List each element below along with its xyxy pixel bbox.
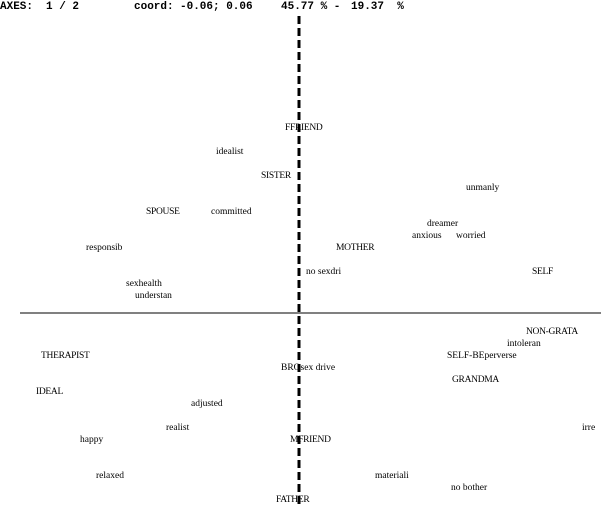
point-label: committed (211, 207, 252, 217)
point-label: IDEAL (36, 387, 63, 397)
point-label: realist (166, 423, 190, 433)
inertia-axis-2: 19.37 % (351, 1, 404, 13)
point-label: anxious (412, 231, 442, 241)
point-label: understan (135, 291, 172, 301)
point-label: SPOUSE (146, 207, 180, 217)
point-label: no sexdri (306, 267, 342, 277)
point-label: NON-GRATA (526, 327, 578, 337)
point-label: no bother (451, 483, 488, 493)
point-label: responsib (86, 243, 123, 253)
point-label: BROsex drive (281, 363, 336, 373)
point-label: GRANDMA (452, 375, 499, 385)
axes-header: AXES: 1 / 2 coord: -0.06; 0.06 45.77 % -… (0, 0, 404, 14)
point-label: intoleran (507, 339, 541, 349)
point-label: materiali (375, 471, 409, 481)
point-label: irre (582, 423, 596, 433)
point-label: adjusted (191, 399, 223, 409)
point-label: sexhealth (126, 279, 162, 289)
point-label: dreamer (427, 219, 459, 229)
point-label: MOTHER (336, 243, 375, 253)
point-label: MFRIEND (290, 435, 331, 445)
point-label: THERAPIST (41, 351, 90, 361)
coord-value: -0.06; 0.06 (180, 1, 253, 13)
axes-label: AXES: (0, 1, 34, 13)
point-label: SISTER (261, 171, 291, 181)
point-label: happy (80, 435, 104, 445)
point-label: FFRIEND (285, 123, 323, 133)
point-label: relaxed (96, 471, 124, 481)
coord-label: coord: (134, 1, 174, 13)
point-label: FATHER (276, 495, 310, 505)
point-label: SELF-BEperverse (447, 351, 517, 361)
point-label: SELF (532, 267, 553, 277)
point-label: unmanly (466, 183, 500, 193)
inertia-axis-1: 45.77 % - (281, 1, 341, 13)
point-label: idealist (216, 147, 244, 157)
axes-value: 1 / 2 (46, 1, 80, 13)
point-label: worried (456, 231, 486, 241)
